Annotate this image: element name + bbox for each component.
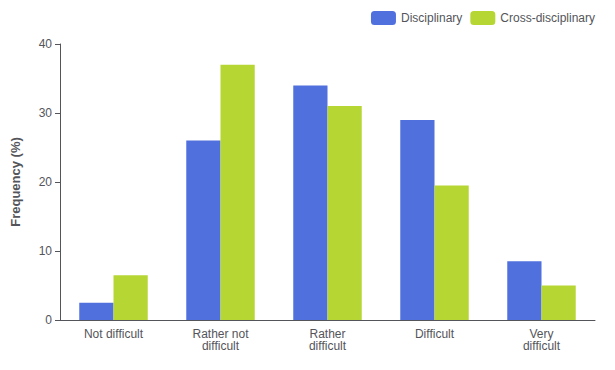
svg-text:difficult: difficult xyxy=(523,339,561,353)
svg-text:Not difficult: Not difficult xyxy=(84,327,144,341)
svg-text:40: 40 xyxy=(39,37,53,51)
svg-text:10: 10 xyxy=(39,244,53,258)
svg-text:Difficult: Difficult xyxy=(415,327,455,341)
svg-text:30: 30 xyxy=(39,106,53,120)
svg-text:Cross-disciplinary: Cross-disciplinary xyxy=(500,11,595,25)
svg-text:Disciplinary: Disciplinary xyxy=(401,11,462,25)
svg-text:Very: Very xyxy=(529,327,554,341)
svg-text:Frequency (%): Frequency (%) xyxy=(8,137,23,227)
svg-text:0: 0 xyxy=(45,313,52,327)
svg-text:Rather: Rather xyxy=(309,327,346,341)
svg-text:20: 20 xyxy=(39,175,53,189)
svg-text:Rather not: Rather not xyxy=(192,327,249,341)
svg-text:difficult: difficult xyxy=(202,339,240,353)
svg-text:difficult: difficult xyxy=(309,339,347,353)
